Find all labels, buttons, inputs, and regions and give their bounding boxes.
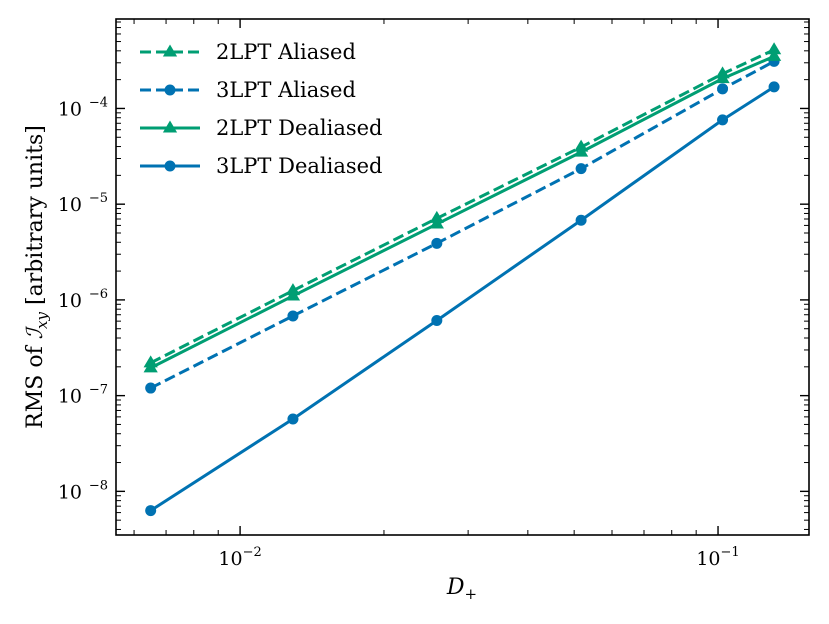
y-axis-label: RMS of ℐxy [arbitrary units] xyxy=(23,125,51,429)
legend-label: 3LPT Dealiased xyxy=(216,154,383,178)
series-line-3lpt-dealiased xyxy=(149,85,775,512)
x-tick-label: 10−1 xyxy=(696,545,739,570)
plot-frame xyxy=(115,18,810,536)
data-point xyxy=(766,48,782,61)
y-tick-label: 10 −6 xyxy=(58,287,108,312)
legend-label: 2LPT Aliased xyxy=(216,40,356,64)
data-point xyxy=(429,210,444,223)
data-point xyxy=(287,310,299,322)
data-point xyxy=(573,139,589,152)
legend-marker xyxy=(164,84,176,96)
series-layer xyxy=(143,42,782,517)
data-point xyxy=(145,505,157,517)
series-3lpt-aliased xyxy=(145,55,780,394)
data-point xyxy=(717,114,729,126)
legend-item-3lpt-aliased: 3LPT Aliased xyxy=(140,78,356,102)
legend-marker xyxy=(162,44,178,57)
major-ticks xyxy=(116,19,809,535)
x-tick-label: 10−2 xyxy=(218,545,261,570)
series-line-2lpt-dealiased xyxy=(149,54,775,370)
data-point xyxy=(717,83,729,95)
data-point xyxy=(768,81,780,93)
data-point xyxy=(431,314,443,326)
legend-marker xyxy=(162,120,178,133)
legend-item-2lpt-aliased: 2LPT Aliased xyxy=(140,40,356,64)
legend-marker xyxy=(164,160,176,172)
y-tick-label: 10 −7 xyxy=(58,383,108,408)
data-point xyxy=(575,163,587,175)
data-point xyxy=(431,237,443,249)
y-tick-label: 10 −5 xyxy=(58,191,108,216)
legend-item-2lpt-dealiased: 2LPT Dealiased xyxy=(140,116,383,140)
tick-labels: 10−2 10−1 10−8 10−7 10−6 10−5 10−4 xyxy=(58,95,740,570)
y-tick-label: 10 −8 xyxy=(58,478,108,503)
legend-label: 3LPT Aliased xyxy=(216,78,356,102)
data-point xyxy=(145,382,157,394)
y-tick-label: 10 −4 xyxy=(58,95,108,120)
data-point xyxy=(143,355,158,368)
data-point xyxy=(575,214,587,226)
series-2lpt-aliased xyxy=(143,42,782,368)
legend-item-3lpt-dealiased: 3LPT Dealiased xyxy=(140,154,383,178)
legend: 2LPT Aliased 3LPT Aliased 2LPT Dealiased 3L… xyxy=(140,40,383,178)
x-axis-label: D+ xyxy=(446,575,477,603)
legend-label: 2LPT Dealiased xyxy=(216,116,383,140)
data-point xyxy=(287,413,299,425)
data-point xyxy=(285,283,301,296)
minor-ticks xyxy=(116,19,809,535)
series-3lpt-dealiased xyxy=(145,81,780,517)
series-line-3lpt-aliased xyxy=(149,60,775,390)
series-line-2lpt-aliased xyxy=(149,48,775,365)
data-point xyxy=(766,42,782,55)
data-point xyxy=(715,66,730,79)
